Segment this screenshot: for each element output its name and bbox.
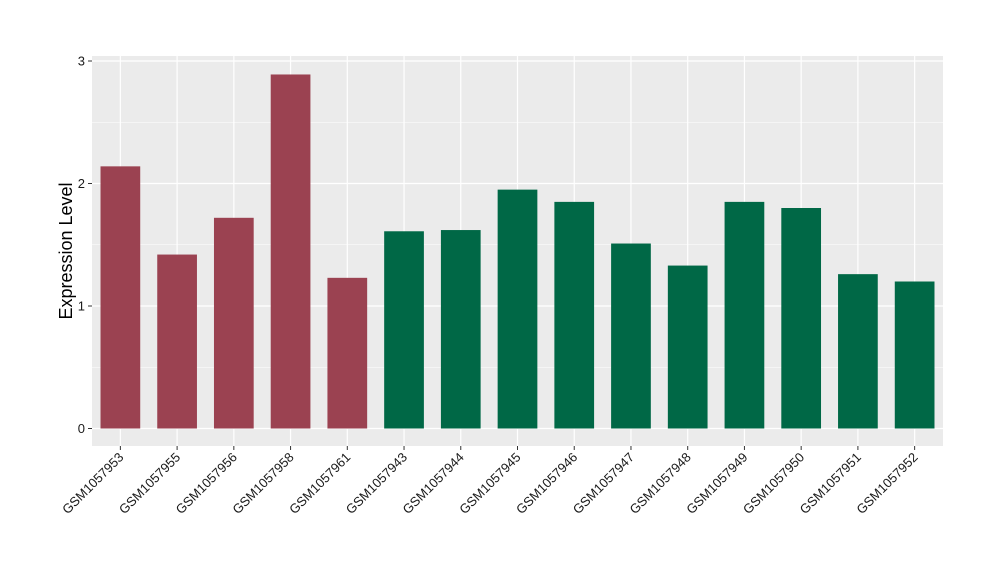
bar-GSM1057952 xyxy=(894,281,935,429)
bar-GSM1057950 xyxy=(781,208,822,429)
bar-GSM1057955 xyxy=(157,254,197,429)
y-tick-label: 1 xyxy=(78,299,85,314)
bar-GSM1057953 xyxy=(100,166,141,429)
y-axis: 0 1 2 3 xyxy=(78,54,92,436)
bar-GSM1057949 xyxy=(724,201,765,429)
bar-GSM1057944 xyxy=(440,230,481,429)
bar-GSM1057956 xyxy=(213,217,254,429)
bar-GSM1057948 xyxy=(667,265,708,429)
bar-GSM1057943 xyxy=(384,231,424,429)
x-axis: GSM1057953GSM1057955GSM1057956GSM1057958… xyxy=(59,446,921,517)
bars xyxy=(100,74,935,429)
bar-GSM1057945 xyxy=(497,189,538,429)
bar-GSM1057951 xyxy=(838,274,878,429)
bar-GSM1057958 xyxy=(270,74,311,429)
y-tick-label: 2 xyxy=(78,176,85,191)
y-tick-label: 3 xyxy=(78,54,85,69)
y-tick-label: 0 xyxy=(78,421,85,436)
bar-GSM1057946 xyxy=(554,201,595,429)
bar-GSM1057947 xyxy=(611,243,651,429)
y-axis-title: Expression Level xyxy=(56,182,76,319)
bar-GSM1057961 xyxy=(327,277,368,429)
